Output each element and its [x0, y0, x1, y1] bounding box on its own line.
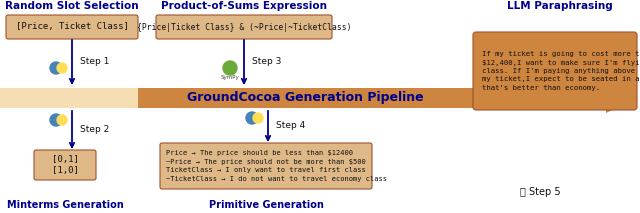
Text: Step 3: Step 3 — [252, 58, 282, 66]
Text: LLM Paraphrasing: LLM Paraphrasing — [507, 1, 613, 11]
Text: Primitive Generation: Primitive Generation — [209, 200, 323, 210]
Circle shape — [57, 115, 67, 125]
Text: Step 2: Step 2 — [80, 125, 109, 134]
Text: Product-of-Sums Expression: Product-of-Sums Expression — [161, 1, 327, 11]
Text: Ⓢ Step 5: Ⓢ Step 5 — [520, 187, 561, 197]
Circle shape — [50, 114, 62, 126]
Text: [0,1]
[1,0]: [0,1] [1,0] — [52, 155, 79, 175]
Circle shape — [50, 62, 62, 74]
Text: [Price, Ticket Class]: [Price, Ticket Class] — [15, 23, 129, 32]
FancyArrow shape — [430, 83, 638, 113]
FancyBboxPatch shape — [473, 32, 637, 110]
FancyBboxPatch shape — [0, 88, 540, 108]
Text: If my ticket is going to cost more than
$12,400,I want to make sure I'm flying f: If my ticket is going to cost more than … — [482, 51, 640, 91]
Text: Step 1: Step 1 — [80, 58, 109, 66]
Text: Minterms Generation: Minterms Generation — [6, 200, 124, 210]
Text: Random Slot Selection: Random Slot Selection — [5, 1, 139, 11]
Text: GroundCocoa Generation Pipeline: GroundCocoa Generation Pipeline — [187, 92, 423, 105]
Circle shape — [57, 63, 67, 73]
FancyBboxPatch shape — [0, 88, 138, 108]
Circle shape — [246, 112, 258, 124]
Circle shape — [223, 61, 237, 75]
Text: Step 4: Step 4 — [276, 121, 305, 131]
FancyBboxPatch shape — [6, 15, 138, 39]
Text: SymPy: SymPy — [221, 75, 239, 80]
FancyBboxPatch shape — [160, 143, 372, 189]
Circle shape — [253, 113, 263, 123]
Text: Price → The price should be less than $12400
~Price → The price should not be mo: Price → The price should be less than $1… — [166, 150, 387, 182]
FancyBboxPatch shape — [34, 150, 96, 180]
FancyBboxPatch shape — [156, 15, 332, 39]
Text: {Price|Ticket Class} & (~Price|~TicketClass): {Price|Ticket Class} & (~Price|~TicketCl… — [137, 23, 351, 32]
